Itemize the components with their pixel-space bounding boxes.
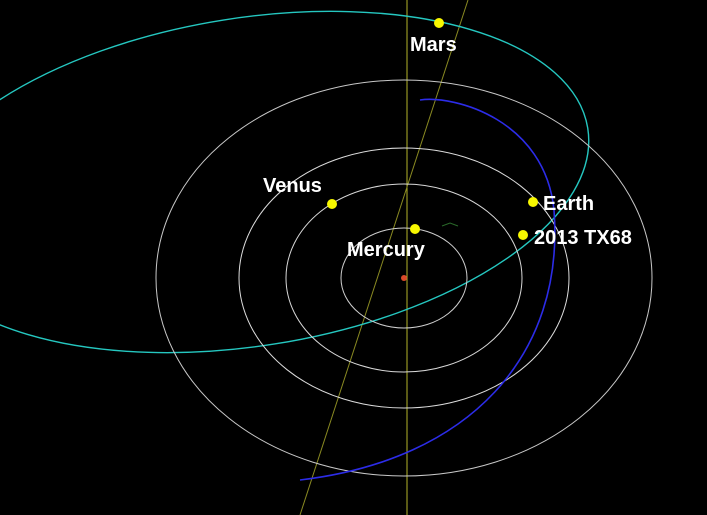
venus-marker [327,199,337,209]
tx68-marker [518,230,528,240]
mercury-marker [410,224,420,234]
sun-marker [401,275,407,281]
mars-marker [434,18,444,28]
venus-label: Venus [263,175,322,197]
earth-marker [528,197,538,207]
earth-label: Earth [543,193,594,215]
mercury-label: Mercury [347,239,426,261]
tx68-label: 2013 TX68 [534,227,632,249]
mars-label: Mars [410,34,457,56]
orbit-diagram: Mars Venus Mercury Earth 2013 TX68 [0,0,707,515]
